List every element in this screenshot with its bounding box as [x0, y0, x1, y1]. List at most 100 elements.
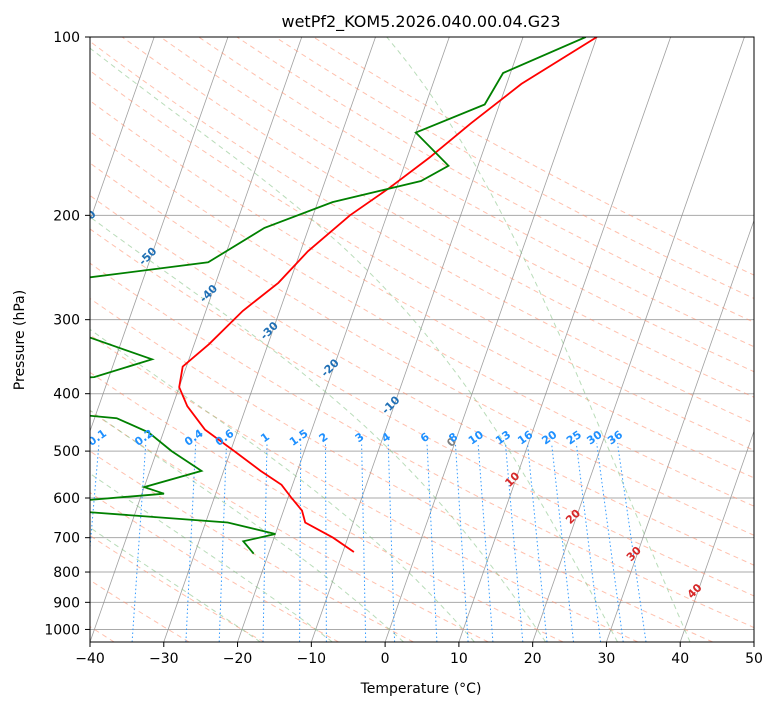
dry-adiabat	[90, 228, 754, 597]
isotherm-line	[0, 37, 7, 642]
y-tick-label: 800	[53, 565, 80, 581]
mixing-ratio-line	[551, 443, 574, 642]
mixing-ratio-label: 20	[539, 428, 559, 448]
mixing-ratio-line	[575, 443, 602, 642]
dry-adiabat	[90, 262, 754, 629]
dry-adiabat	[90, 100, 754, 479]
dry-adiabat	[90, 40, 754, 425]
mixing-ratio-line	[185, 443, 197, 642]
mixing-ratio-line	[325, 443, 327, 642]
mixing-ratio-label: 0.6	[213, 427, 237, 449]
x-tick-label: 10	[450, 651, 468, 667]
dry-adiabat	[198, 37, 754, 348]
chart-title: wetPf2_KOM5.2026.040.00.04.G23	[281, 12, 560, 32]
mixing-ratio-label: 10	[466, 428, 486, 448]
mixing-ratio-label: 3	[353, 430, 367, 445]
y-tick-label: 400	[53, 387, 80, 403]
isotherm-line	[606, 219, 754, 642]
mixing-ratio-label: 1.5	[287, 427, 310, 449]
moist-adiabat	[90, 47, 618, 642]
moist-adiabat	[90, 472, 333, 642]
dry-adiabat	[274, 37, 754, 299]
x-tick-label: −30	[149, 651, 179, 667]
x-tick-label: 30	[598, 651, 616, 667]
mixing-ratio-label: 0.4	[182, 427, 206, 449]
moist-adiabat	[386, 37, 691, 642]
isotherm-label: -50	[136, 245, 159, 268]
x-tick-label: −40	[75, 651, 105, 667]
dry-adiabat	[90, 194, 754, 566]
dry-adiabat	[90, 297, 713, 642]
isotherm-line	[163, 37, 376, 642]
isotherm-line	[753, 640, 754, 642]
moist-adiabat	[90, 527, 261, 642]
mixing-ratio-label: 6	[418, 430, 432, 445]
dry-adiabat	[90, 70, 754, 451]
isotherm-label: 20	[563, 507, 583, 527]
x-tick-label: 20	[524, 651, 542, 667]
y-tick-label: 300	[53, 313, 80, 329]
mixing-ratio-label: 0.2	[132, 427, 155, 449]
isotherm-line	[384, 37, 598, 642]
dry-adiabat	[90, 162, 754, 536]
mixing-ratio-line	[387, 443, 396, 642]
isotherm-label: 10	[502, 469, 522, 489]
y-tick-label: 100	[53, 30, 80, 46]
isotherm-label: 30	[624, 544, 644, 564]
moist-adiabat	[90, 409, 404, 642]
moist-adiabat	[90, 216, 547, 642]
dry-adiabat	[313, 37, 754, 276]
mixing-ratio-line	[218, 443, 227, 642]
x-tick-label: 0	[381, 651, 390, 667]
mixing-ratio-line	[527, 443, 548, 642]
dry-adiabat	[90, 492, 339, 642]
mixing-ratio-label: 0.1	[86, 427, 109, 449]
dry-adiabat	[90, 410, 489, 642]
mixing-ratio-line	[454, 443, 469, 642]
mixing-ratio-line	[426, 443, 438, 642]
y-axis: 100 200 300 400 500 600 700 800 900 1000	[44, 30, 90, 638]
y-tick-label: 900	[53, 595, 80, 611]
temperature-line	[178, 37, 598, 553]
y-tick-label: 1000	[44, 622, 80, 638]
mixing-ratio-label: 1	[258, 430, 272, 445]
isotherm-label: -30	[258, 319, 281, 342]
isotherm-label: -20	[318, 356, 341, 379]
moist-adiabat	[90, 328, 475, 642]
mixing-ratio-line	[617, 443, 647, 642]
plot-area: -100-90-80-70-60-50-40-30-20-10010203040…	[0, 37, 754, 642]
isotherm-line	[90, 37, 155, 222]
y-tick-label: 600	[53, 491, 80, 507]
isotherm-label: -70	[15, 170, 38, 193]
mixing-ratio-label: 25	[564, 428, 584, 447]
isotherm-line	[679, 429, 754, 642]
x-axis: −40 −30 −20 −10 0 10 20 30 40 50	[75, 642, 763, 667]
isotherm-line	[237, 37, 450, 642]
isotherm-line	[90, 37, 229, 433]
dry-adiabat	[90, 130, 754, 507]
isotherm-label: -40	[197, 282, 220, 305]
mixing-ratio-line	[299, 443, 302, 642]
dry-adiabat	[160, 37, 754, 373]
x-tick-label: −10	[297, 651, 327, 667]
isotherm-line	[458, 37, 672, 642]
dry-adiabat	[121, 37, 754, 398]
mixing-ratio-line	[361, 443, 367, 642]
y-tick-label: 200	[53, 208, 80, 224]
mixing-ratio-line	[131, 443, 147, 642]
x-tick-label: 50	[745, 651, 763, 667]
isotherm-line	[532, 37, 745, 642]
mixing-ratio-line	[504, 443, 524, 642]
isotherm-label: -60	[75, 207, 98, 230]
isotherm-line	[90, 37, 303, 642]
x-tick-label: −20	[223, 651, 253, 667]
isotherm-line	[310, 37, 524, 642]
dry-adiabat	[90, 535, 265, 642]
plot-frame	[89, 36, 755, 643]
dry-adiabat	[90, 371, 564, 642]
x-axis-title: Temperature (°C)	[360, 681, 482, 697]
mixing-ratio-line	[596, 443, 624, 642]
mixing-ratio-line	[477, 443, 494, 642]
mixing-ratio-line	[262, 443, 268, 642]
